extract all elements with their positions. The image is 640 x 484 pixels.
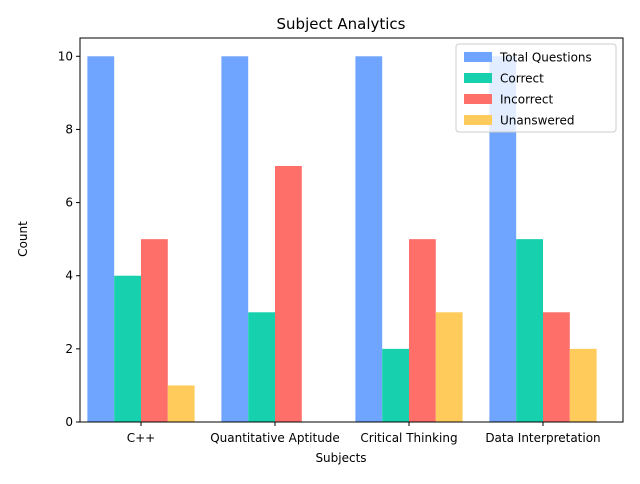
bar-unanswered-critical-thinking	[435, 312, 463, 422]
x-tick-label: Data Interpretation	[485, 431, 600, 445]
y-tick-label: 4	[65, 269, 73, 283]
legend-label: Unanswered	[500, 114, 574, 128]
legend-swatch	[464, 73, 492, 83]
y-tick-label: 6	[65, 196, 73, 210]
x-axis: C++ Quantitative Aptitude Critical Thinkin…	[127, 422, 601, 445]
legend-swatch	[464, 94, 492, 104]
bar-incorrect-c-	[141, 239, 168, 422]
x-tick-label: Critical Thinking	[360, 431, 457, 445]
x-tick-label: C++	[127, 431, 156, 445]
plot-frame	[79, 37, 624, 423]
bar-total-questions-c-	[87, 56, 115, 423]
bar-correct-c-	[114, 275, 141, 422]
bar-incorrect-critical-thinking	[409, 239, 436, 422]
x-axis-label: Subjects	[315, 451, 366, 465]
bar-unanswered-c-	[167, 385, 195, 422]
bar-incorrect-data-interpretation	[543, 312, 570, 422]
bar-total-questions-quantitative-aptitude	[221, 56, 249, 423]
bar-incorrect-quantitative-aptitude	[275, 166, 302, 422]
bar-correct-data-interpretation	[516, 239, 543, 422]
y-tick-label: 10	[58, 49, 73, 63]
bar-total-questions-critical-thinking	[355, 56, 383, 423]
legend-swatch	[464, 115, 492, 125]
legend-swatch	[464, 52, 492, 62]
legend-label: Incorrect	[500, 93, 553, 107]
y-axis: 0 2 4 6 8 10	[58, 49, 80, 429]
y-tick-label: 2	[65, 342, 73, 356]
y-tick-label: 0	[65, 415, 73, 429]
bars-group	[87, 56, 597, 423]
bar-correct-critical-thinking	[382, 348, 409, 422]
bar-correct-quantitative-aptitude	[248, 312, 275, 422]
legend-box	[455, 43, 617, 133]
legend-label: Correct	[500, 72, 544, 86]
y-tick-label: 8	[65, 122, 73, 136]
y-axis-label: Count	[16, 221, 30, 257]
legend: Total Questions Correct Incorrect Unanswere…	[455, 43, 617, 133]
bar-unanswered-data-interpretation	[569, 348, 597, 422]
legend-label: Total Questions	[499, 51, 592, 65]
chart-title: Subject Analytics	[277, 15, 406, 33]
x-tick-label: Quantitative Aptitude	[210, 431, 340, 445]
